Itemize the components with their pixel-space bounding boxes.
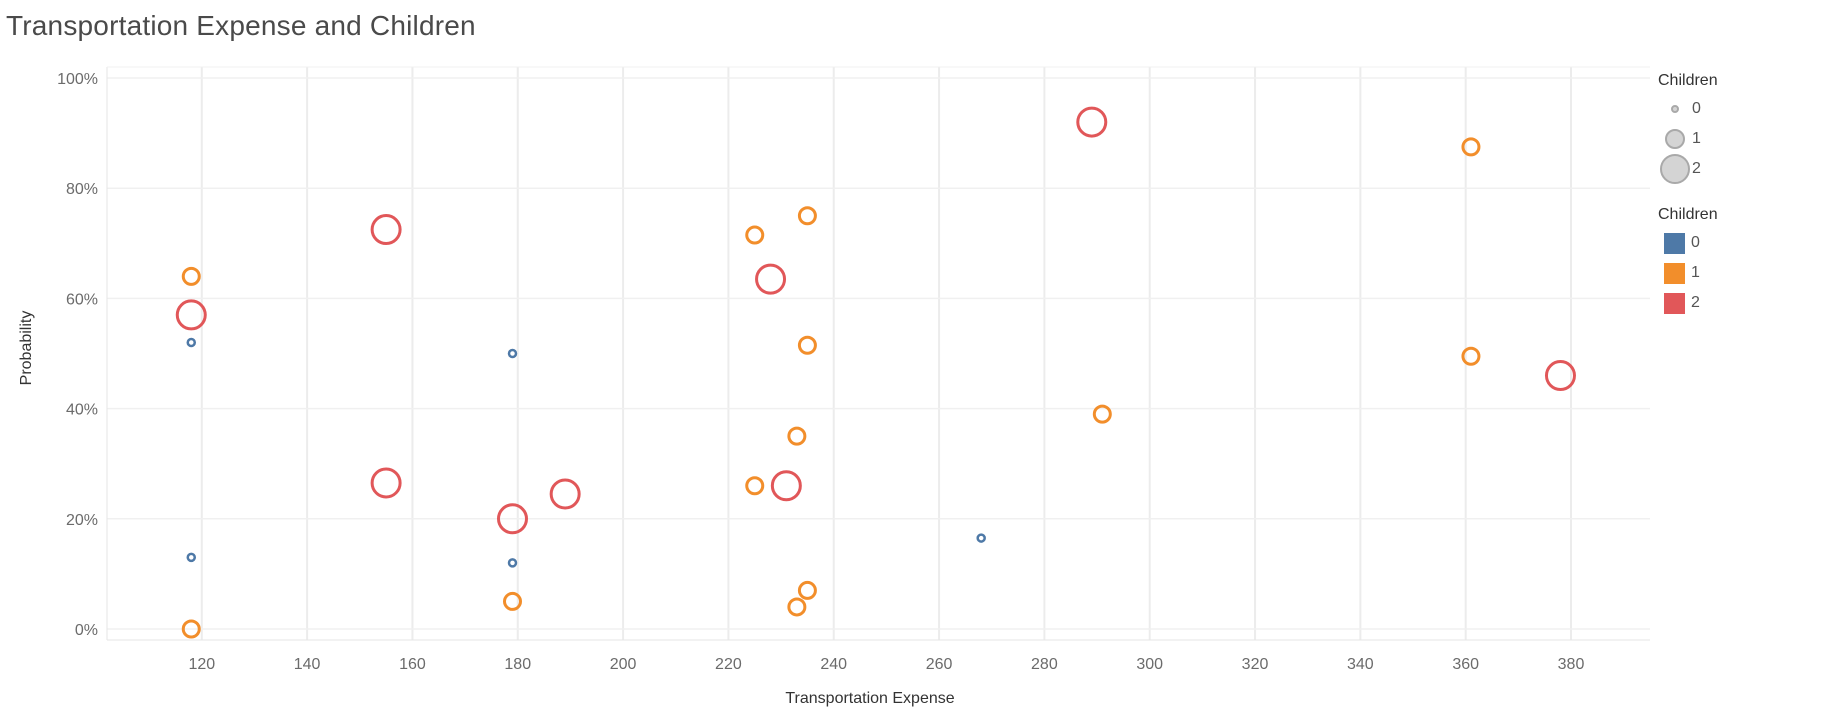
y-tick-label: 80% xyxy=(66,181,98,198)
data-point-children-1[interactable] xyxy=(1461,346,1481,366)
data-point-children-2[interactable] xyxy=(175,299,207,331)
x-tick-label: 380 xyxy=(1558,656,1585,673)
chart-title: Transportation Expense and Children xyxy=(6,10,476,41)
x-tick-label: 260 xyxy=(926,656,953,673)
data-point-children-2[interactable] xyxy=(770,470,802,502)
data-point-children-2[interactable] xyxy=(549,478,581,510)
color-legend-item[interactable]: 2 xyxy=(1658,288,1718,318)
color-legend-item[interactable]: 0 xyxy=(1658,228,1718,258)
data-point-children-0[interactable] xyxy=(186,552,197,563)
data-point-children-1[interactable] xyxy=(502,591,522,611)
x-tick-label: 280 xyxy=(1031,656,1058,673)
size-legend-item[interactable]: 2 xyxy=(1658,154,1718,184)
data-points xyxy=(175,106,1576,639)
x-tick-label: 340 xyxy=(1347,656,1374,673)
data-point-children-0[interactable] xyxy=(186,337,197,348)
size-legend-label: 1 xyxy=(1692,130,1701,147)
data-point-children-1[interactable] xyxy=(787,597,807,617)
color-swatch xyxy=(1664,262,1685,284)
data-point-children-2[interactable] xyxy=(1544,360,1576,392)
x-tick-label: 220 xyxy=(715,656,742,673)
data-point-children-2[interactable] xyxy=(755,263,787,295)
data-point-children-1[interactable] xyxy=(181,619,201,639)
x-tick-label: 240 xyxy=(820,656,847,673)
color-swatch xyxy=(1664,292,1685,314)
axes: 120 140 160 180 200 220 240 260 280 300 320 340 360 3… xyxy=(57,66,1650,673)
data-point-children-1[interactable] xyxy=(1092,404,1112,424)
color-legend-label: 2 xyxy=(1691,294,1700,311)
data-point-children-1[interactable] xyxy=(181,266,201,286)
data-point-children-1[interactable] xyxy=(787,426,807,446)
y-tick-label: 20% xyxy=(66,512,98,529)
size-legend-label: 0 xyxy=(1692,100,1701,117)
x-tick-label: 360 xyxy=(1452,656,1479,673)
data-point-children-2[interactable] xyxy=(370,467,402,499)
size-swatch-small xyxy=(1671,105,1679,113)
size-swatch-large xyxy=(1660,154,1690,184)
color-swatch xyxy=(1664,232,1685,254)
data-point-children-1[interactable] xyxy=(745,476,765,496)
x-tick-label: 120 xyxy=(188,656,215,673)
size-swatch-medium xyxy=(1665,129,1685,149)
x-axis-title: Transportation Expense xyxy=(785,690,954,707)
grid xyxy=(107,67,1650,640)
data-point-children-2[interactable] xyxy=(370,214,402,246)
data-point-children-1[interactable] xyxy=(797,206,817,226)
color-legend-label: 1 xyxy=(1691,264,1700,281)
data-point-children-0[interactable] xyxy=(507,348,518,359)
x-tick-label: 200 xyxy=(610,656,637,673)
x-tick-label: 300 xyxy=(1136,656,1163,673)
data-point-children-0[interactable] xyxy=(507,558,518,568)
x-tick-label: 140 xyxy=(294,656,321,673)
data-point-children-1[interactable] xyxy=(797,335,817,355)
y-tick-label: 100% xyxy=(57,71,98,88)
data-point-children-0[interactable] xyxy=(976,533,986,543)
data-point-children-1[interactable] xyxy=(745,225,765,245)
size-legend-item[interactable]: 0 xyxy=(1658,94,1718,124)
color-legend-label: 0 xyxy=(1691,234,1700,251)
y-tick-label: 60% xyxy=(66,291,98,308)
x-tick-label: 160 xyxy=(399,656,426,673)
y-tick-label: 40% xyxy=(66,402,98,419)
y-tick-label: 0% xyxy=(75,622,98,639)
size-legend: Children 0 1 2 xyxy=(1658,72,1718,184)
data-point-children-2[interactable] xyxy=(496,503,528,535)
size-legend-item[interactable]: 1 xyxy=(1658,124,1718,154)
color-legend-item[interactable]: 1 xyxy=(1658,258,1718,288)
color-legend-title: Children xyxy=(1658,206,1718,223)
color-legend: Children 0 1 2 xyxy=(1658,206,1718,318)
data-point-children-1[interactable] xyxy=(797,580,817,600)
size-legend-label: 2 xyxy=(1692,160,1701,177)
size-legend-title: Children xyxy=(1658,72,1718,89)
x-tick-label: 180 xyxy=(504,656,531,673)
x-tick-label: 320 xyxy=(1242,656,1269,673)
data-point-children-2[interactable] xyxy=(1076,106,1108,138)
y-axis-title: Probability xyxy=(18,311,35,386)
data-point-children-1[interactable] xyxy=(1461,137,1481,157)
